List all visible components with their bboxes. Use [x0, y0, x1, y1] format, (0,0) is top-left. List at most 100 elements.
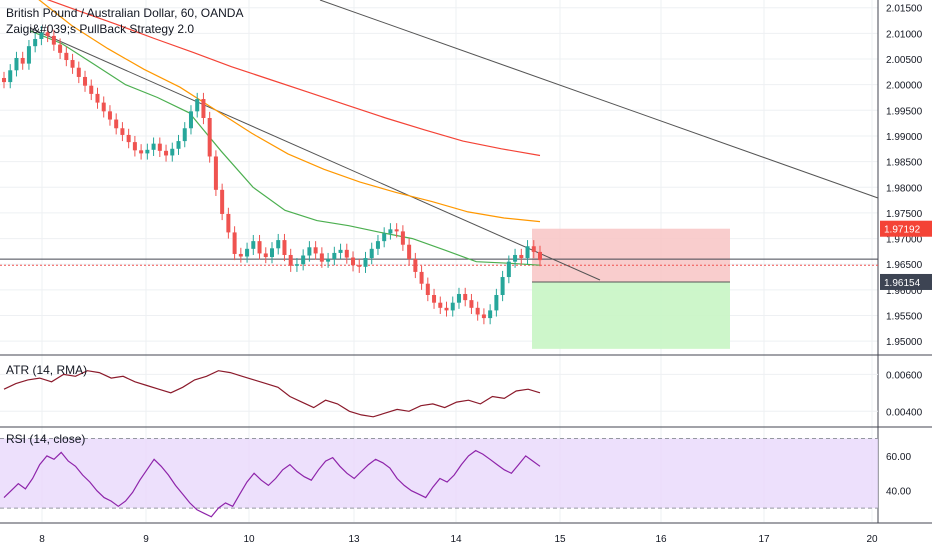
candle-body: [58, 44, 63, 53]
x-tick-label: 15: [554, 534, 566, 545]
moving-average-ma_slow: [46, 0, 541, 157]
candle-body: [394, 229, 399, 232]
candle-body: [170, 148, 175, 156]
atr-line: [3, 370, 541, 418]
candle-body: [363, 258, 368, 267]
candle-body: [351, 257, 356, 266]
candle-body: [531, 246, 536, 252]
candle-body: [301, 255, 306, 265]
candle-body: [95, 93, 100, 103]
x-tick-label: 20: [866, 534, 878, 545]
candle-body: [375, 241, 380, 249]
candle-body: [313, 247, 318, 254]
candle-body: [151, 143, 156, 150]
candle-body: [270, 248, 274, 258]
candle-body: [413, 259, 418, 272]
candle-body: [463, 293, 468, 301]
y-tick-label: 2.00500: [886, 55, 923, 66]
candle-body: [257, 241, 262, 254]
candle-body: [83, 76, 88, 86]
y-tick-label: 1.99000: [886, 132, 923, 143]
candle-body: [145, 149, 150, 154]
y-tick-label: 1.98500: [886, 158, 923, 169]
candle-body: [438, 302, 443, 308]
candle-body: [475, 307, 480, 315]
price-tag-current: [880, 273, 932, 290]
candle-body: [232, 232, 237, 254]
y-tick-label: 1.95000: [886, 337, 923, 348]
candle-body: [456, 293, 461, 303]
candle-body: [319, 253, 324, 262]
y-tick-label: 2.00000: [886, 81, 923, 92]
candle-body: [251, 241, 256, 249]
candle-body: [45, 32, 50, 36]
take-profit-zone: [532, 281, 730, 349]
candle-body: [8, 70, 13, 83]
candle-body: [525, 246, 530, 259]
candle-body: [357, 265, 362, 267]
candle-body: [307, 247, 312, 256]
candle-body: [201, 99, 206, 118]
candle-body: [139, 150, 144, 154]
price-tag-label: 1.97192: [884, 225, 921, 236]
candle-body: [101, 102, 106, 112]
moving-average-ma_fast: [29, 30, 541, 266]
trend-line-upper[interactable]: [319, 0, 879, 199]
atr-pane-label: ATR (14, RMA): [6, 363, 88, 377]
candle-body: [444, 307, 449, 311]
candle-body: [294, 264, 299, 266]
candle-body: [107, 111, 112, 120]
candle-body: [382, 233, 387, 242]
candle-body: [344, 249, 349, 258]
rsi-tick-label: 60.00: [886, 452, 911, 463]
candle-body: [538, 251, 542, 261]
candle-body: [407, 244, 412, 260]
rsi-pane-label: RSI (14, close): [6, 432, 86, 446]
y-tick-label: 1.97500: [886, 209, 923, 220]
y-tick-label: 1.97000: [886, 235, 923, 246]
stop-loss-zone: [532, 228, 730, 282]
candle-body: [245, 248, 250, 257]
candle-body: [519, 254, 524, 259]
candle-body: [425, 283, 430, 295]
y-tick-label: 1.99500: [886, 106, 923, 117]
candle-body: [469, 300, 474, 308]
y-tick-label: 1.95500: [886, 312, 923, 323]
rsi-band: [0, 438, 878, 509]
candle-body: [39, 32, 44, 39]
chart-title: British Pound / Australian Dollar, 60, O…: [6, 6, 244, 20]
candle-body: [14, 57, 19, 71]
x-tick-label: 9: [143, 534, 149, 545]
candle-body: [369, 248, 374, 259]
y-tick-label: 1.98000: [886, 183, 923, 194]
candle-body: [513, 254, 518, 262]
candle-body: [20, 57, 25, 64]
candle-body: [263, 253, 268, 258]
candle-body: [126, 134, 131, 143]
candle-body: [332, 252, 337, 260]
candle-body: [76, 67, 81, 77]
candle-body: [51, 35, 56, 45]
y-tick-label: 1.96000: [886, 286, 923, 297]
price-tag-label: 1.96154: [884, 278, 921, 289]
candle-body: [288, 254, 293, 266]
y-tick-label: 2.01000: [886, 29, 923, 40]
candle-body: [388, 229, 393, 234]
candle-body: [400, 231, 405, 245]
candle-body: [338, 249, 343, 253]
candle-body: [220, 189, 225, 214]
x-tick-label: 10: [243, 534, 255, 545]
candle-body: [89, 85, 94, 94]
rsi-tick-label: 40.00: [886, 487, 911, 498]
trend-line-lower[interactable]: [29, 27, 601, 281]
price-tag-stop: [880, 220, 932, 237]
candle-body: [70, 60, 75, 68]
atr-tick-label: 0.00400: [886, 407, 923, 418]
candle-body: [506, 261, 511, 278]
candle-body: [195, 99, 200, 112]
x-tick-label: 14: [450, 534, 462, 545]
atr-tick-label: 0.00600: [886, 370, 923, 381]
moving-average-ma_mid: [38, 0, 541, 223]
candle-body: [450, 302, 455, 311]
